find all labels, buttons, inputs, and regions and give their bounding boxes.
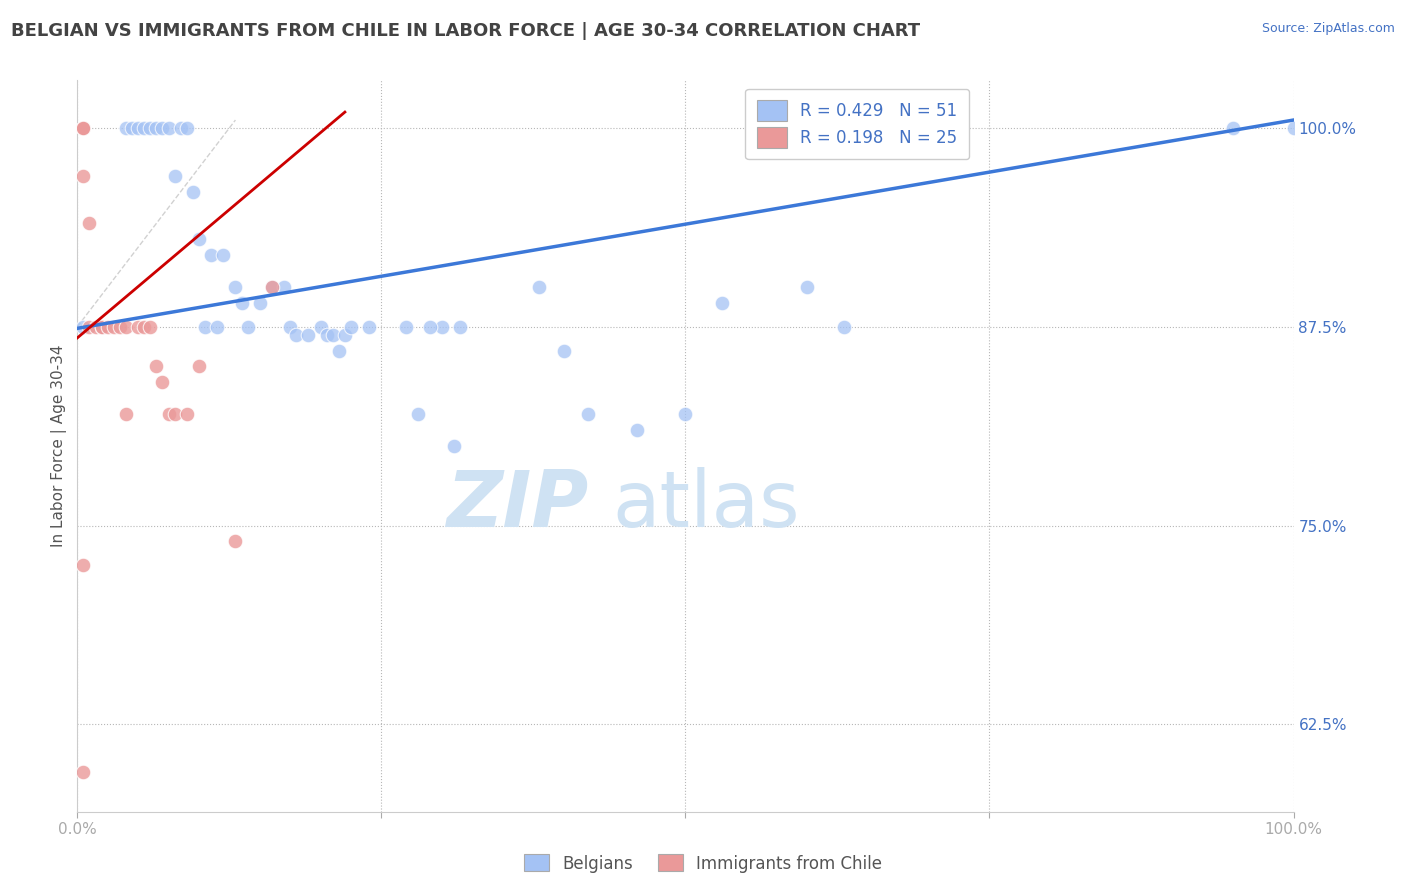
Point bbox=[278, 319, 301, 334]
Point bbox=[176, 120, 198, 135]
Legend: Belgians, Immigrants from Chile: Belgians, Immigrants from Chile bbox=[517, 847, 889, 880]
Point bbox=[1222, 120, 1244, 135]
Point bbox=[260, 280, 283, 294]
Point bbox=[127, 120, 149, 135]
Point bbox=[157, 120, 180, 135]
Point bbox=[134, 120, 156, 135]
Point bbox=[72, 120, 94, 135]
Point bbox=[359, 319, 381, 334]
Point bbox=[139, 120, 162, 135]
Legend: R = 0.429   N = 51, R = 0.198   N = 25: R = 0.429 N = 51, R = 0.198 N = 25 bbox=[745, 88, 969, 160]
Point bbox=[796, 280, 818, 294]
Point bbox=[139, 319, 162, 334]
Point bbox=[224, 534, 246, 549]
Y-axis label: In Labor Force | Age 30-34: In Labor Force | Age 30-34 bbox=[51, 344, 67, 548]
Point bbox=[72, 169, 94, 183]
Point bbox=[176, 407, 198, 421]
Point bbox=[297, 327, 319, 342]
Point bbox=[432, 319, 454, 334]
Point bbox=[322, 327, 344, 342]
Point bbox=[163, 407, 186, 421]
Point bbox=[194, 319, 217, 334]
Point bbox=[79, 216, 101, 230]
Point bbox=[224, 280, 246, 294]
Point bbox=[675, 407, 697, 421]
Point bbox=[115, 120, 138, 135]
Text: Source: ZipAtlas.com: Source: ZipAtlas.com bbox=[1261, 22, 1395, 36]
Point bbox=[72, 558, 94, 573]
Point bbox=[115, 319, 138, 334]
Point bbox=[529, 280, 551, 294]
Point bbox=[152, 376, 174, 390]
Point bbox=[553, 343, 575, 358]
Point bbox=[626, 423, 648, 437]
Point bbox=[395, 319, 418, 334]
Point bbox=[121, 120, 143, 135]
Point bbox=[188, 232, 211, 246]
Point bbox=[419, 319, 441, 334]
Point bbox=[443, 439, 465, 453]
Point bbox=[328, 343, 350, 358]
Point bbox=[832, 319, 855, 334]
Point bbox=[115, 407, 138, 421]
Point bbox=[1282, 120, 1305, 135]
Point bbox=[285, 327, 308, 342]
Point bbox=[333, 327, 356, 342]
Point bbox=[309, 319, 332, 334]
Point bbox=[212, 248, 235, 262]
Point bbox=[273, 280, 295, 294]
Point bbox=[406, 407, 429, 421]
Text: BELGIAN VS IMMIGRANTS FROM CHILE IN LABOR FORCE | AGE 30-34 CORRELATION CHART: BELGIAN VS IMMIGRANTS FROM CHILE IN LABO… bbox=[11, 22, 921, 40]
Text: atlas: atlas bbox=[613, 467, 800, 542]
Point bbox=[181, 185, 204, 199]
Point bbox=[200, 248, 222, 262]
Point bbox=[231, 296, 253, 310]
Text: ZIP: ZIP bbox=[446, 467, 588, 542]
Point bbox=[449, 319, 471, 334]
Point bbox=[90, 319, 112, 334]
Point bbox=[72, 319, 94, 334]
Point bbox=[97, 319, 120, 334]
Point bbox=[315, 327, 337, 342]
Point bbox=[72, 120, 94, 135]
Point bbox=[710, 296, 733, 310]
Point bbox=[260, 280, 283, 294]
Point bbox=[163, 169, 186, 183]
Point bbox=[236, 319, 259, 334]
Point bbox=[72, 120, 94, 135]
Point bbox=[249, 296, 271, 310]
Point bbox=[84, 319, 107, 334]
Point bbox=[90, 319, 112, 334]
Point bbox=[157, 407, 180, 421]
Point bbox=[145, 120, 167, 135]
Point bbox=[188, 359, 211, 374]
Point bbox=[79, 319, 101, 334]
Point bbox=[127, 319, 149, 334]
Point bbox=[145, 359, 167, 374]
Point bbox=[72, 764, 94, 779]
Point bbox=[103, 319, 125, 334]
Point bbox=[576, 407, 599, 421]
Point bbox=[108, 319, 131, 334]
Point bbox=[170, 120, 193, 135]
Point bbox=[340, 319, 363, 334]
Point bbox=[134, 319, 156, 334]
Point bbox=[152, 120, 174, 135]
Point bbox=[90, 319, 112, 334]
Point bbox=[205, 319, 228, 334]
